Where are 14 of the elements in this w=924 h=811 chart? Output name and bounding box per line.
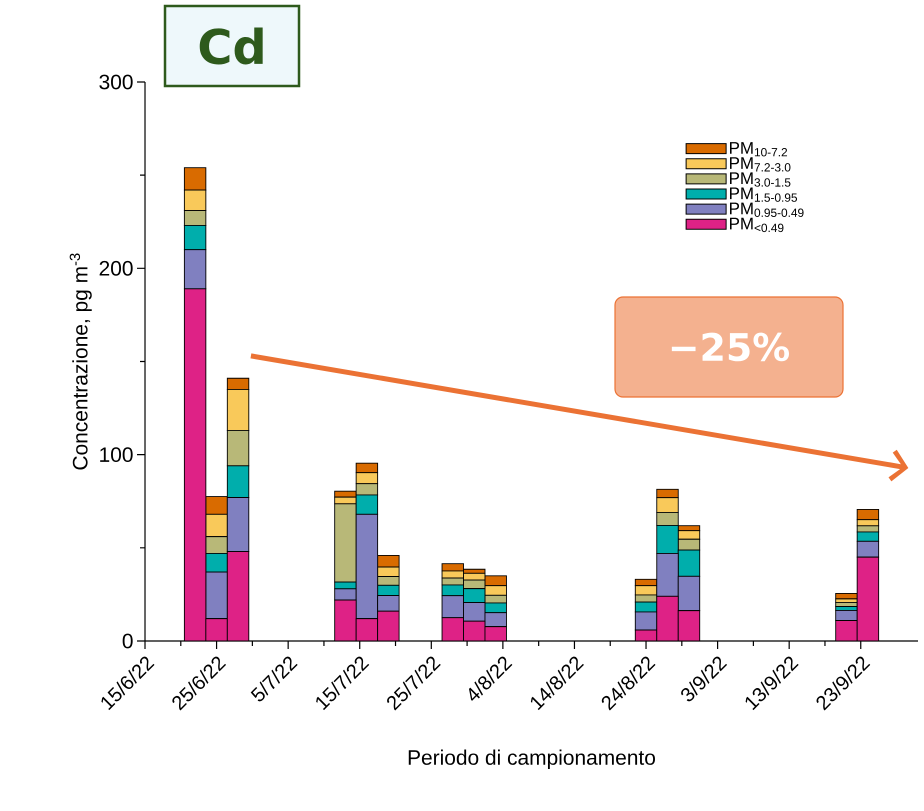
y-tick-label: 100 xyxy=(100,447,133,462)
annotation: −25% xyxy=(672,332,789,362)
y-tick-label: 200 xyxy=(100,260,133,276)
y-tick-label: 0 xyxy=(122,634,133,648)
legend-label: PM$_{7.2-3.0}$ xyxy=(730,157,790,172)
y-axis-title: Concentrazione, pg m$^{-3}$ xyxy=(70,254,92,470)
legend-label: PM$_{0.95-0.49}$ xyxy=(730,202,804,217)
y-tick-label: 300 xyxy=(99,74,133,90)
legend-label: PM$_{3.0-1.5}$ xyxy=(730,172,790,187)
chart-title: Cd xyxy=(200,27,263,64)
x-axis-title: Periodo di campionamento xyxy=(408,750,656,770)
legend-label: PM$_{10-7.2}$ xyxy=(730,142,788,156)
legend-label: PM$_{1.5-0.95}$ xyxy=(730,187,798,202)
legend-label: PM$_{<0.49}$ xyxy=(730,218,784,232)
